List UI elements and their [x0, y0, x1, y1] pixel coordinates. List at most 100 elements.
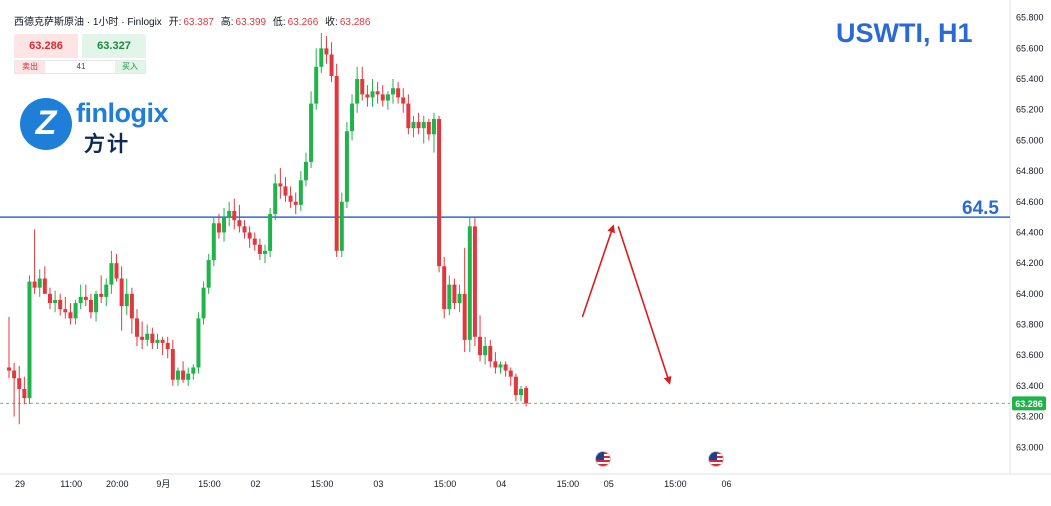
candle-body[interactable]: [478, 336, 483, 356]
candle-body[interactable]: [47, 293, 52, 304]
candle-body[interactable]: [524, 387, 529, 404]
candle-body[interactable]: [411, 122, 416, 129]
candle-body[interactable]: [32, 281, 37, 288]
candle-body[interactable]: [462, 293, 467, 340]
candle-body[interactable]: [170, 349, 175, 380]
candle-body[interactable]: [519, 388, 523, 396]
candle-body[interactable]: [303, 161, 308, 181]
candle-body[interactable]: [109, 263, 114, 285]
candle-body[interactable]: [135, 318, 139, 337]
candle-body[interactable]: [83, 296, 88, 300]
candle-body[interactable]: [175, 370, 180, 380]
candle-body[interactable]: [493, 361, 498, 368]
projection-arrow[interactable]: [581, 224, 616, 318]
candle-body[interactable]: [181, 370, 186, 380]
candle-body[interactable]: [22, 388, 27, 399]
candle-body[interactable]: [73, 303, 78, 319]
candle-body[interactable]: [508, 370, 513, 377]
candle-body[interactable]: [216, 223, 221, 233]
candle-body[interactable]: [252, 238, 257, 245]
candle-body[interactable]: [344, 131, 349, 202]
sell-price-button[interactable]: 63.286: [14, 34, 78, 58]
candle-body[interactable]: [365, 94, 370, 98]
candle-body[interactable]: [513, 376, 518, 396]
candle-body[interactable]: [237, 220, 242, 227]
candle-body[interactable]: [283, 186, 288, 196]
candle-body[interactable]: [94, 293, 99, 313]
buy-price-button[interactable]: 63.327: [82, 34, 146, 58]
candle-body[interactable]: [206, 260, 211, 288]
candle-body[interactable]: [396, 88, 401, 98]
candle-body[interactable]: [196, 318, 201, 368]
candle-body[interactable]: [472, 226, 477, 337]
candle-body[interactable]: [155, 339, 160, 343]
candle-body[interactable]: [503, 364, 508, 371]
candle-body[interactable]: [329, 54, 334, 76]
candle-body[interactable]: [483, 346, 488, 356]
candle-body[interactable]: [129, 293, 134, 319]
candle-body[interactable]: [119, 278, 124, 307]
candle-body[interactable]: [288, 195, 293, 202]
candle-body[interactable]: [360, 79, 365, 95]
candle-body[interactable]: [350, 103, 355, 132]
candle-body[interactable]: [401, 97, 406, 104]
candle-body[interactable]: [416, 122, 421, 129]
candle-body[interactable]: [145, 333, 150, 340]
candle-body[interactable]: [355, 79, 360, 104]
candle-body[interactable]: [53, 299, 58, 304]
candle-body[interactable]: [437, 118, 442, 267]
candle-body[interactable]: [380, 94, 385, 101]
candle-body[interactable]: [421, 122, 426, 129]
candle-body[interactable]: [375, 91, 380, 95]
candle-body[interactable]: [339, 201, 344, 251]
candle-body[interactable]: [452, 284, 457, 304]
candle-body[interactable]: [309, 103, 314, 162]
candle-body[interactable]: [42, 278, 47, 294]
candle-body[interactable]: [88, 299, 93, 313]
candle-body[interactable]: [293, 201, 298, 205]
candle-body[interactable]: [201, 287, 206, 319]
candle-body[interactable]: [273, 183, 278, 215]
candle-body[interactable]: [165, 342, 170, 350]
candle-body[interactable]: [114, 263, 119, 279]
sell-button[interactable]: 卖出: [15, 61, 45, 73]
candle-body[interactable]: [385, 94, 390, 101]
candle-body[interactable]: [222, 217, 227, 233]
candle-body[interactable]: [298, 180, 303, 205]
candle-body[interactable]: [63, 309, 68, 313]
candle-body[interactable]: [124, 293, 129, 307]
candle-body[interactable]: [186, 373, 191, 380]
candle-body[interactable]: [27, 281, 32, 399]
candle-body[interactable]: [498, 364, 503, 368]
projection-arrow[interactable]: [617, 226, 672, 385]
candle-body[interactable]: [104, 284, 109, 297]
candle-body[interactable]: [370, 91, 375, 98]
candle-body[interactable]: [457, 293, 462, 304]
candle-body[interactable]: [68, 312, 73, 319]
candle-body[interactable]: [99, 293, 104, 297]
us-flag-icon[interactable]: [594, 451, 611, 467]
candle-body[interactable]: [426, 122, 431, 135]
candle-body[interactable]: [140, 336, 145, 340]
us-flag-icon[interactable]: [707, 451, 724, 467]
candle-body[interactable]: [319, 48, 324, 67]
candle-body[interactable]: [58, 299, 63, 310]
candle-body[interactable]: [324, 48, 329, 55]
candle-body[interactable]: [191, 367, 196, 374]
candle-body[interactable]: [242, 226, 247, 233]
candle-body[interactable]: [488, 346, 493, 362]
candle-body[interactable]: [257, 244, 262, 254]
candle-body[interactable]: [406, 103, 411, 129]
candle-body[interactable]: [314, 66, 319, 104]
candle-body[interactable]: [278, 183, 283, 187]
candle-body[interactable]: [431, 118, 436, 135]
candle-body[interactable]: [447, 284, 452, 310]
candle-body[interactable]: [7, 367, 11, 371]
candle-body[interactable]: [334, 75, 339, 251]
candle-body[interactable]: [37, 278, 42, 288]
buy-button[interactable]: 买入: [115, 61, 145, 73]
candle-body[interactable]: [232, 210, 237, 221]
candle-body[interactable]: [78, 296, 83, 304]
candle-body[interactable]: [227, 210, 232, 218]
